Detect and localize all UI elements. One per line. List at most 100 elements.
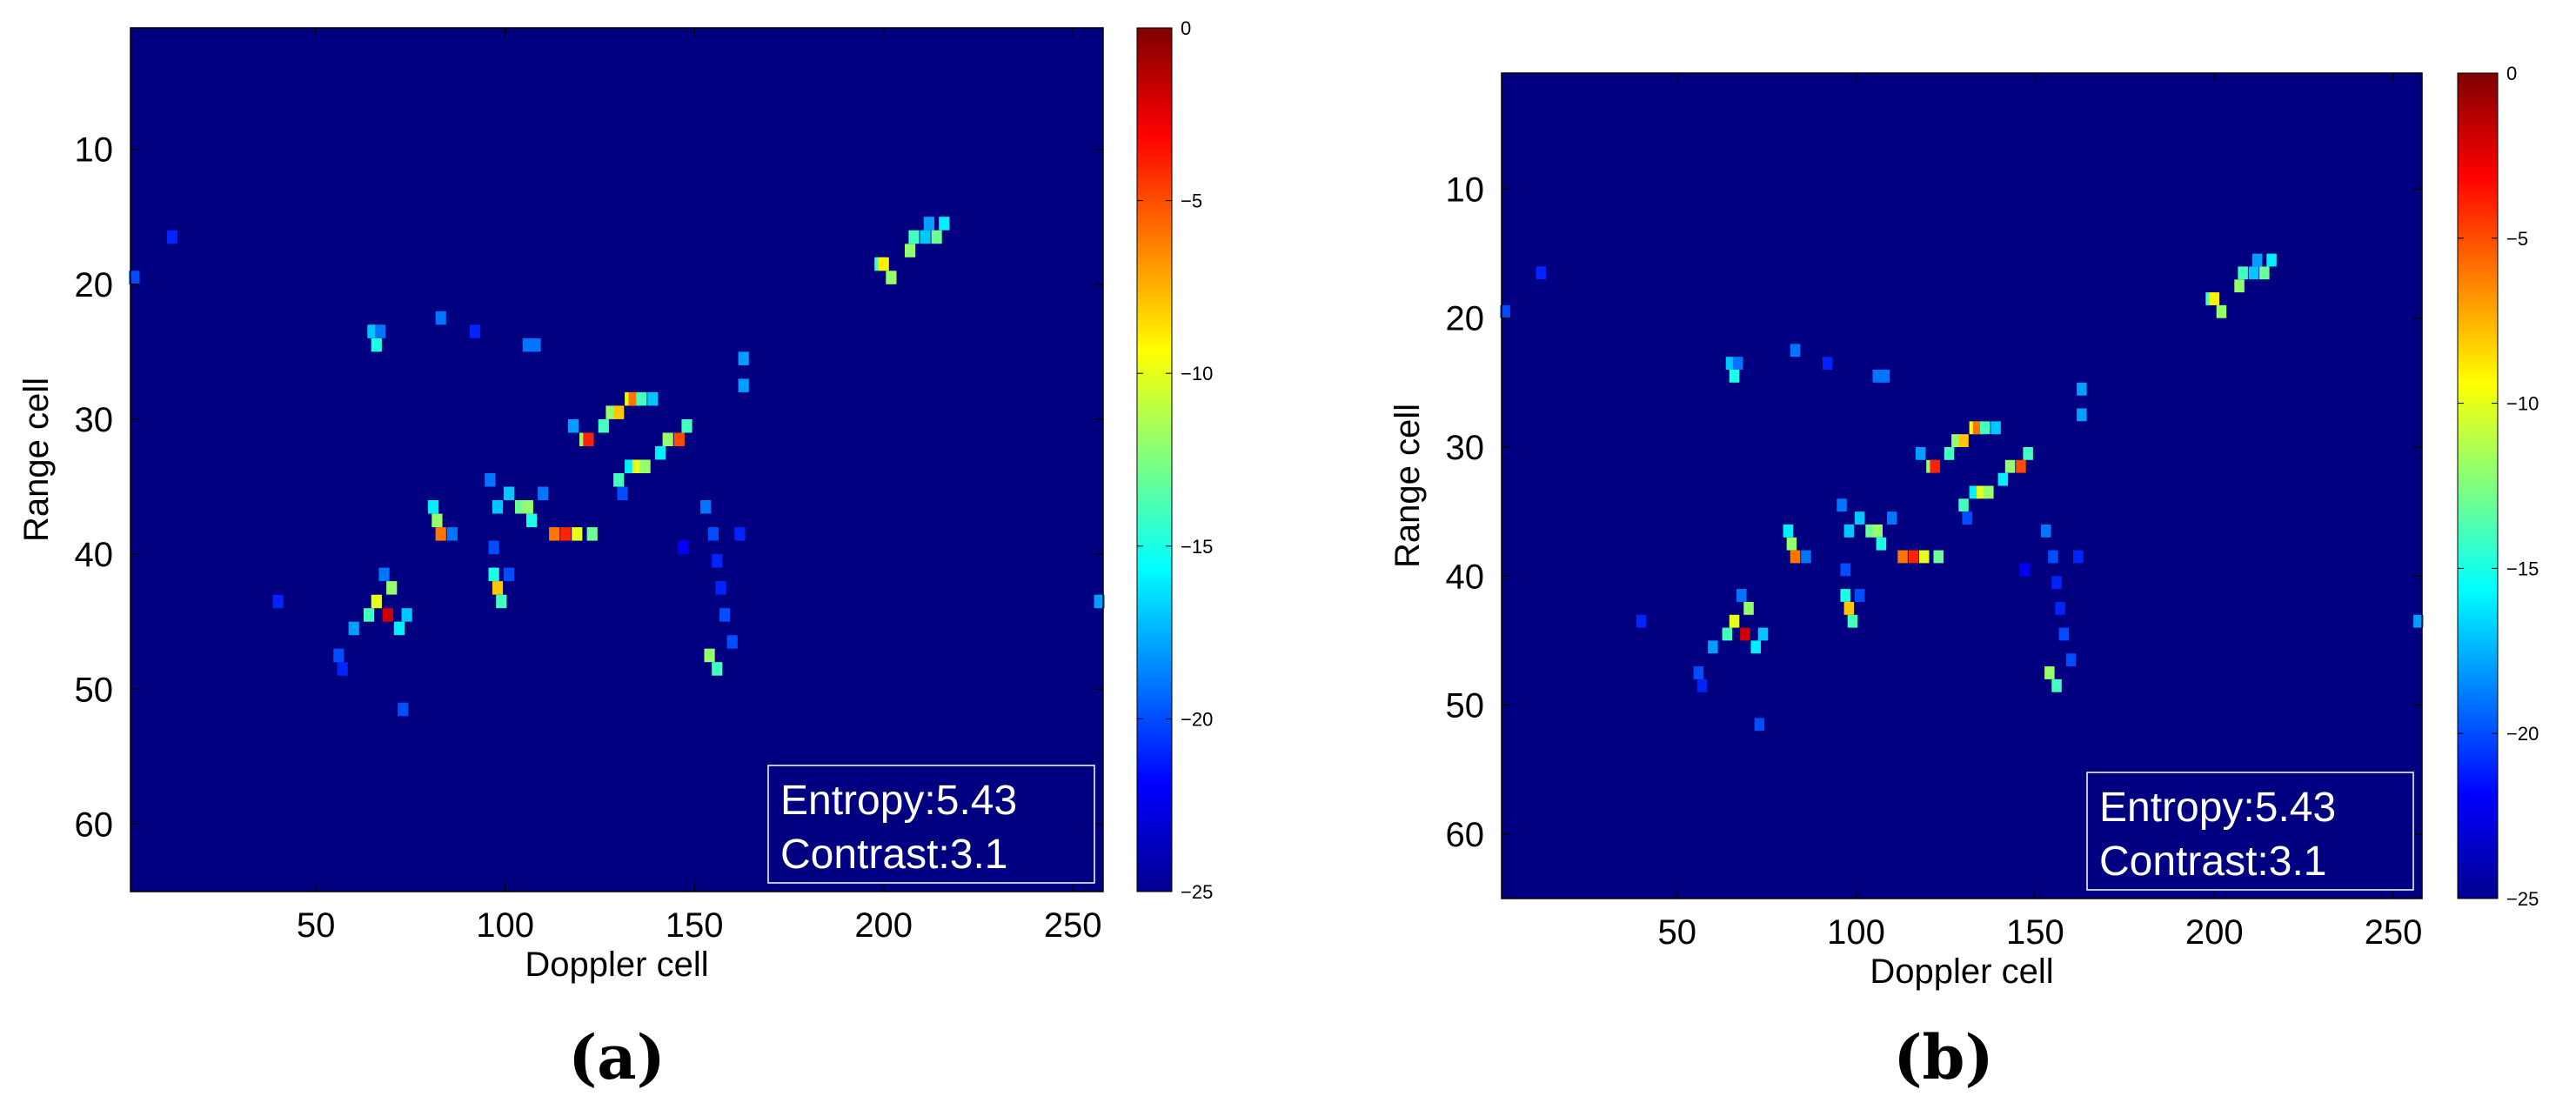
- heatmap-cell: [2234, 279, 2245, 293]
- heatmap-cell: [432, 513, 443, 528]
- heatmap-cell: [1736, 589, 1747, 602]
- x-tick-label: 250: [1044, 906, 1102, 945]
- info-box-frame-a: [767, 765, 1095, 884]
- y-tick-label: 50: [75, 671, 114, 709]
- heatmap-cell: [2016, 459, 2026, 473]
- heatmap-cell: [2051, 576, 2062, 590]
- x-tick-label: 50: [1657, 913, 1696, 952]
- heatmap-cell: [1722, 627, 1733, 641]
- x-tick-label: 150: [666, 906, 724, 945]
- heatmap-cell: [1879, 370, 1890, 383]
- heatmap-background-b: [1502, 73, 2422, 899]
- info-box-frame-b: [2086, 772, 2414, 891]
- heatmap-cell: [1801, 550, 1811, 564]
- heatmap-cell: [348, 621, 359, 636]
- heatmap-cell: [1958, 498, 1969, 512]
- heatmap-cell: [1754, 718, 1765, 732]
- heatmap-cell: [639, 459, 651, 473]
- heatmap-cell: [2058, 627, 2070, 641]
- heatmap-cell: [1790, 344, 1801, 358]
- colorbar-tick-label: −10: [2506, 393, 2539, 415]
- heatmap-cell: [1951, 434, 1962, 447]
- heatmap-cell: [549, 527, 560, 541]
- x-tick-label: 50: [297, 906, 336, 945]
- heatmap-cell: [2259, 266, 2270, 280]
- heatmap-cell: [1708, 640, 1718, 654]
- heatmap-cell: [522, 500, 533, 514]
- colorbar-tick-label: −5: [2506, 228, 2528, 250]
- heatmap-cell: [878, 257, 889, 271]
- info-box-a: Entropy:5.43 Contrast:3.1: [767, 765, 1095, 884]
- heatmap-cell: [2004, 459, 2016, 473]
- heatmap-cell: [1725, 357, 1736, 370]
- contrast-label-b: Contrast:3.1: [2099, 839, 2326, 885]
- x-tick-label: 200: [2185, 913, 2244, 952]
- colorbar-tick-label: −20: [1181, 708, 1213, 730]
- heatmap-cell: [1636, 614, 1647, 628]
- heatmap-cell: [678, 540, 689, 555]
- heatmap-cell: [700, 500, 712, 514]
- colorbar-tick-label: −20: [2506, 723, 2539, 745]
- x-axis-label-b: Doppler cell: [1870, 952, 2053, 991]
- heatmap-cell: [939, 217, 950, 231]
- heatmap-cell: [1933, 550, 1944, 564]
- heatmap-cell: [923, 217, 934, 231]
- heatmap-cell: [681, 419, 693, 433]
- heatmap-cell: [398, 702, 409, 717]
- heatmap-cell: [2216, 304, 2227, 318]
- heatmap-cell: [1843, 525, 1855, 538]
- colorbar-tick-label: −25: [1181, 881, 1213, 903]
- heatmap-cell: [738, 378, 749, 392]
- heatmap-cell: [1837, 498, 1847, 512]
- heatmap-cell: [488, 567, 499, 582]
- colorbar-ticks-a: 0 −5 −10 −15 −20 −25: [1137, 17, 1213, 903]
- x-tick-label: 150: [2006, 913, 2064, 952]
- heatmap-cell: [503, 567, 515, 582]
- heatmap-cell: [704, 648, 715, 663]
- y-tick-label: 30: [75, 401, 114, 439]
- y-tick-label: 20: [1446, 300, 1485, 338]
- heatmap-cell: [2077, 382, 2087, 396]
- y-axis-label-b: Range cell: [1388, 404, 1427, 568]
- heatmap-cell: [598, 419, 609, 433]
- heatmap-cell: [2055, 602, 2065, 615]
- heatmap-b: [1500, 72, 2424, 899]
- heatmap-cell: [526, 513, 538, 528]
- plot-frame-b: [1501, 72, 2423, 899]
- heatmap-cell: [2051, 678, 2062, 692]
- colorbar-tick-label: −25: [2506, 888, 2539, 910]
- heatmap-cell: [908, 230, 920, 244]
- colorbar-b: 0 −5 −10 −15 −20 −25: [2457, 63, 2539, 910]
- heatmap-background-a: [130, 28, 1103, 892]
- heatmap-cell: [719, 608, 731, 622]
- y-tick-label: 10: [1446, 170, 1485, 209]
- heatmap-cell: [1854, 511, 1865, 525]
- heatmap-cell: [382, 608, 393, 622]
- heatmap-cell: [905, 244, 916, 257]
- x-tick-label: 100: [1827, 913, 1885, 952]
- colorbar-tick-label: −15: [1181, 536, 1213, 558]
- heatmap-cell: [1696, 678, 1708, 692]
- heatmap-cell: [726, 635, 738, 649]
- heatmap-cell: [129, 271, 140, 284]
- heatmap-cell: [1876, 537, 1887, 551]
- heatmap-cell: [530, 337, 541, 352]
- heatmap-cell: [1743, 602, 1754, 615]
- info-box-b: Entropy:5.43 Contrast:3.1: [2086, 772, 2414, 891]
- heatmap-cell: [1915, 447, 1926, 460]
- heatmap-cell: [375, 324, 386, 338]
- heatmap-cell: [1740, 627, 1750, 641]
- heatmap-cell: [1729, 614, 1740, 628]
- heatmap-cell: [886, 271, 897, 284]
- heatmap-cell: [1865, 525, 1876, 538]
- heatmap-cell: [734, 527, 746, 541]
- heatmap-cell: [1944, 447, 1955, 460]
- heatmap-cell: [1693, 666, 1704, 679]
- y-tick-label: 30: [1446, 429, 1485, 467]
- y-tick-label: 60: [75, 805, 114, 844]
- heatmap-cell: [401, 608, 412, 622]
- heatmap-cell: [485, 473, 496, 487]
- heatmap-cell: [1822, 357, 1833, 370]
- heatmap-cell: [1958, 434, 1969, 447]
- heatmap-cell: [1919, 550, 1930, 564]
